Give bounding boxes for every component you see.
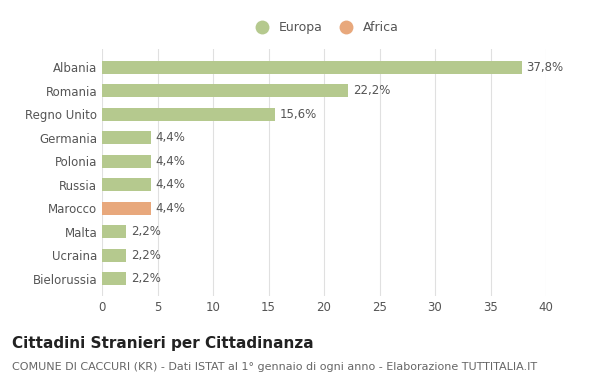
Text: 4,4%: 4,4% [155, 155, 185, 168]
Bar [102, 178, 151, 191]
Text: 22,2%: 22,2% [353, 84, 390, 97]
Text: COMUNE DI CACCURI (KR) - Dati ISTAT al 1° gennaio di ogni anno - Elaborazione TU: COMUNE DI CACCURI (KR) - Dati ISTAT al 1… [12, 362, 537, 372]
Bar [102, 225, 127, 238]
Bar [102, 108, 275, 120]
Bar [102, 272, 127, 285]
Text: 2,2%: 2,2% [131, 272, 161, 285]
Text: Cittadini Stranieri per Cittadinanza: Cittadini Stranieri per Cittadinanza [12, 336, 314, 351]
Bar [102, 131, 151, 144]
Text: 2,2%: 2,2% [131, 249, 161, 262]
Text: 4,4%: 4,4% [155, 202, 185, 215]
Bar [102, 202, 151, 215]
Text: 2,2%: 2,2% [131, 225, 161, 238]
Text: 37,8%: 37,8% [526, 60, 563, 74]
Bar [102, 61, 521, 74]
Text: 4,4%: 4,4% [155, 178, 185, 191]
Bar [102, 249, 127, 262]
Legend: Europa, Africa: Europa, Africa [244, 16, 404, 39]
Bar [102, 84, 349, 97]
Text: 4,4%: 4,4% [155, 131, 185, 144]
Text: 15,6%: 15,6% [280, 108, 317, 120]
Bar [102, 155, 151, 168]
